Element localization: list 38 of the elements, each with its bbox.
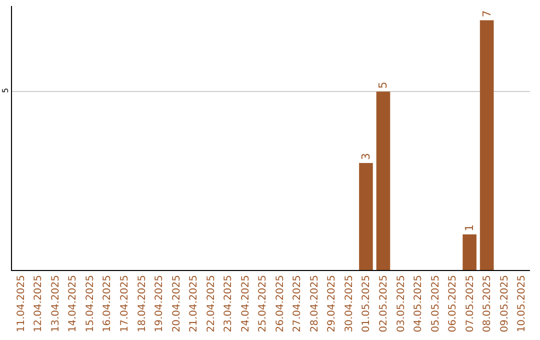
x-tick-label: 24.04.2025 [240,275,252,332]
x-tick-label: 07.05.2025 [464,275,476,332]
x-tick-label: 19.04.2025 [154,275,166,332]
x-tick-label: 10.05.2025 [516,275,528,332]
x-tick-label: 01.05.2025 [361,275,372,332]
x-tick-label: 05.05.2025 [430,275,442,332]
x-tick-label: 16.04.2025 [102,275,114,332]
x-tick-label: 04.05.2025 [413,275,424,332]
x-tick-label: 26.04.2025 [274,275,286,332]
x-tick-label: 23.04.2025 [223,275,234,332]
x-tick-label: 11.04.2025 [16,275,27,332]
x-tick-label: 30.04.2025 [344,275,355,332]
x-tick-label: 20.04.2025 [171,275,182,332]
data-label: 1 [463,224,476,232]
bar [376,92,390,270]
bar [359,162,373,270]
x-tick-label: 15.04.2025 [84,275,96,332]
data-label: 3 [359,152,372,160]
x-tick-label: 17.04.2025 [119,275,130,332]
x-tick-label: 21.04.2025 [188,275,200,332]
x-tick-label: 27.04.2025 [292,275,304,332]
x-tick-label: 25.04.2025 [258,275,269,332]
x-tick-label: 06.05.2025 [448,275,459,332]
bar [480,20,494,270]
x-tick-label: 29.04.2025 [326,275,338,332]
x-tick-label: 03.05.2025 [396,275,407,332]
x-tick-label: 18.04.2025 [136,275,148,332]
x-tick-label: 13.04.2025 [50,275,62,332]
x-tick-label: 02.05.2025 [378,275,390,332]
x-tick-label: 09.05.2025 [499,275,510,332]
x-tick-label: 28.04.2025 [309,275,320,332]
x-tick-label: 14.04.2025 [68,275,79,332]
bar [462,234,476,270]
x-tick-label: 08.05.2025 [482,275,494,332]
data-label: 7 [480,10,494,18]
x-tick-label: 22.04.2025 [206,275,217,332]
x-tick-label: 12.04.2025 [33,275,44,332]
data-label: 5 [376,82,390,89]
